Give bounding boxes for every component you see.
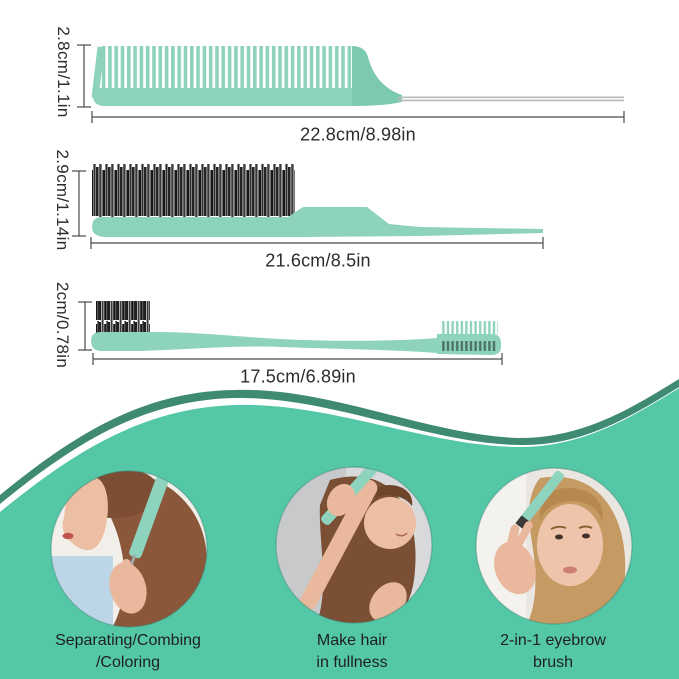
caption-eyebrow-brush: 2-in-1 eyebrow brush — [500, 630, 606, 674]
hand — [326, 483, 356, 517]
comb-length-label: 22.8cm/8.98in — [300, 124, 416, 145]
edge-brush-height-dimension — [78, 301, 92, 351]
usage-photo-fullness — [276, 467, 432, 623]
comb-height-dimension — [77, 44, 91, 108]
face — [537, 504, 603, 586]
caption-line-2: brush — [532, 654, 574, 671]
eye — [555, 534, 563, 540]
teasing-brush-graphic — [92, 164, 543, 237]
arm — [299, 479, 378, 610]
photo-circle-rim — [475, 467, 633, 625]
caption-line-1: 2-in-1 eyebrow — [500, 632, 606, 649]
eyebrow — [550, 525, 567, 530]
caption-make-hair-fullness: Make hair in fullness — [316, 630, 387, 674]
rat-tail-pin — [398, 99, 624, 102]
lips — [62, 532, 74, 540]
comb-height-label: 2.8cm/1.1in — [54, 26, 73, 118]
brush-length-label: 21.6cm/8.5in — [265, 250, 371, 271]
caption-line-2: in fullness — [316, 654, 388, 671]
caption-line-2: /Coloring — [95, 654, 161, 671]
rat-tail-comb-graphic — [91, 46, 624, 106]
edge-brush-graphic — [91, 301, 501, 355]
caption-line-1: Separating/Combing — [55, 632, 201, 649]
usage-photo-eyebrow-brush — [476, 468, 632, 624]
face — [364, 497, 416, 549]
brush-height-dimension — [72, 170, 86, 237]
comb-teeth — [99, 46, 352, 90]
brush-height-label: 2.9cm/1.14in — [53, 149, 72, 251]
comb-length-dimension — [91, 111, 625, 123]
edge-brush-handle — [91, 332, 437, 353]
edge-brush-length-label: 17.5cm/6.89in — [240, 366, 356, 387]
finger — [505, 524, 520, 554]
face-profile — [62, 476, 108, 551]
brush-length-dimension — [90, 237, 544, 249]
rat-tail-pin — [398, 96, 624, 99]
hairline — [539, 488, 603, 522]
photo-circle-rim — [50, 470, 208, 628]
lips — [563, 566, 577, 574]
finger — [515, 521, 533, 547]
eye — [582, 533, 590, 539]
edge-brush-length-dimension — [92, 353, 503, 365]
photo-circle-rim — [275, 466, 433, 624]
caption-line-1: Make hair — [316, 632, 388, 649]
smile — [395, 532, 408, 537]
comb-spine — [93, 88, 352, 106]
edge-brush-bristles — [96, 301, 150, 334]
edge-brush-height-label: 2cm/0.78in — [53, 281, 72, 369]
eyebrow — [578, 525, 593, 529]
edge-comb-teeth — [440, 321, 498, 335]
brush-handle — [92, 207, 543, 237]
hand — [494, 541, 536, 595]
comb-back — [352, 46, 402, 106]
edge-comb-teeth-roots — [441, 341, 497, 351]
caption-separating-combing: Separating/Combing /Coloring — [55, 630, 201, 674]
brush-bristles — [92, 164, 295, 217]
finger — [114, 559, 131, 586]
